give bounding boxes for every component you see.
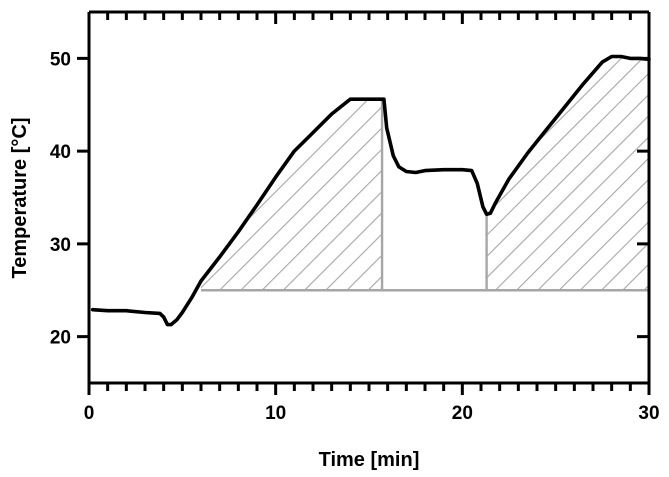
y-tick-label: 30 (50, 235, 71, 256)
x-tick-label: 10 (265, 403, 286, 424)
y-tick-label: 20 (50, 328, 71, 349)
temperature-series-line (90, 54, 651, 327)
y-axis-title: Temperature [°C] (9, 118, 31, 279)
x-tick-label: 20 (452, 403, 473, 424)
shaded-regions (201, 56, 649, 291)
y-tick-label: 50 (50, 49, 71, 70)
tick-labels: 0 10 20 30 20 30 40 50 (50, 49, 660, 424)
x-axis-title: Time [min] (319, 449, 420, 471)
axis-ticks (77, 12, 651, 395)
data-layer (90, 54, 651, 327)
y-tick-label: 40 (50, 142, 71, 163)
hatched-region-2 (486, 56, 649, 291)
x-tick-label: 0 (84, 403, 95, 424)
reference-lines (201, 99, 649, 292)
hatched-region-1 (201, 99, 383, 291)
x-tick-label: 30 (638, 403, 659, 424)
